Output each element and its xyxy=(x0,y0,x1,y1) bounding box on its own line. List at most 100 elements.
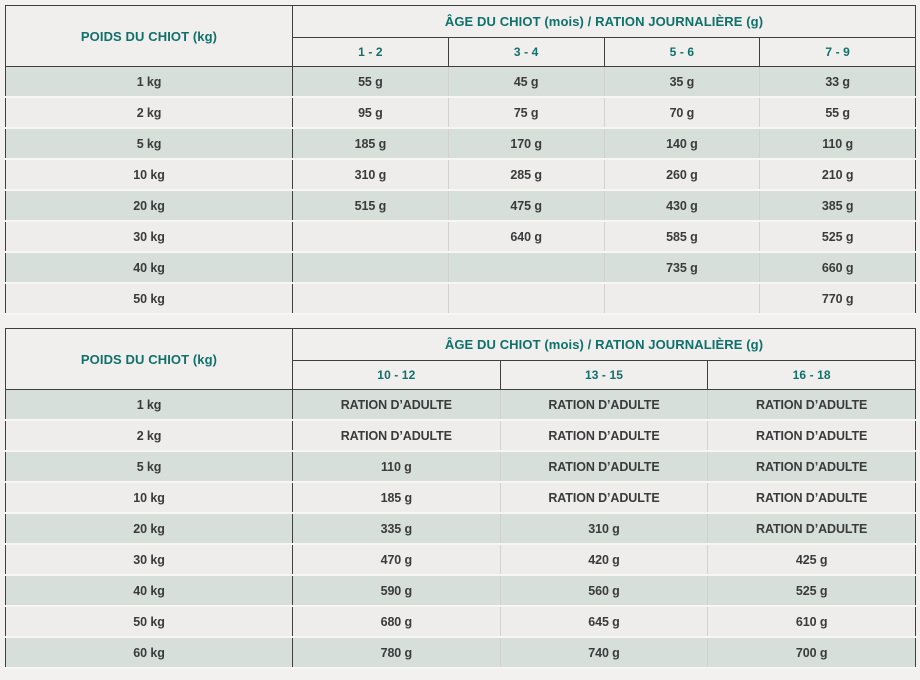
ration-cell: RATION D’ADULTE xyxy=(499,451,708,483)
ration-cell: 70 g xyxy=(603,97,760,129)
weight-column-header: POIDS DU CHIOT (kg) xyxy=(5,328,293,390)
weight-cell: 30 kg xyxy=(5,544,293,576)
ration-cell: 310 g xyxy=(292,159,449,191)
age-range-header: 1 - 2 xyxy=(292,37,449,67)
age-range-header: 7 - 9 xyxy=(759,37,916,67)
ration-tables-container: POIDS DU CHIOT (kg) ÂGE DU CHIOT (mois) /… xyxy=(5,5,916,669)
ration-cell xyxy=(292,252,449,284)
age-ration-header: ÂGE DU CHIOT (mois) / RATION JOURNALIÈRE… xyxy=(292,5,916,38)
ration-cell: RATION D’ADULTE xyxy=(707,513,916,545)
ration-cell: 770 g xyxy=(759,283,916,315)
header-row-main: POIDS DU CHIOT (kg) ÂGE DU CHIOT (mois) /… xyxy=(5,328,916,390)
ration-cell xyxy=(603,283,760,315)
table-row: 20 kg 515 g 475 g 430 g 385 g xyxy=(5,190,916,222)
puppy-ration-table-1: POIDS DU CHIOT (kg) ÂGE DU CHIOT (mois) /… xyxy=(5,5,916,315)
table-row: 2 kg 95 g 75 g 70 g 55 g xyxy=(5,97,916,129)
ration-cell: 700 g xyxy=(707,637,916,669)
ration-cell: 33 g xyxy=(759,66,916,98)
ration-cell: 385 g xyxy=(759,190,916,222)
ration-cell xyxy=(447,283,604,315)
puppy-ration-table-2: POIDS DU CHIOT (kg) ÂGE DU CHIOT (mois) /… xyxy=(5,328,916,669)
table-row: 20 kg 335 g 310 g RATION D’ADULTE xyxy=(5,513,916,545)
ration-cell: RATION D’ADULTE xyxy=(499,389,708,421)
weight-cell: 5 kg xyxy=(5,451,293,483)
age-range-header: 13 - 15 xyxy=(499,360,709,390)
ration-cell: RATION D’ADULTE xyxy=(292,420,501,452)
ration-cell: 110 g xyxy=(292,451,501,483)
weight-cell: 20 kg xyxy=(5,190,293,222)
table-row: 1 kg RATION D’ADULTE RATION D’ADULTE RATION… xyxy=(5,389,916,421)
ration-cell: 185 g xyxy=(292,128,449,160)
table-row: 1 kg 55 g 45 g 35 g 33 g xyxy=(5,66,916,98)
weight-cell: 5 kg xyxy=(5,128,293,160)
weight-cell: 50 kg xyxy=(5,606,293,638)
weight-cell: 40 kg xyxy=(5,575,293,607)
table-row: 50 kg 770 g xyxy=(5,283,916,315)
ration-cell: 335 g xyxy=(292,513,501,545)
ration-cell: RATION D’ADULTE xyxy=(292,389,501,421)
ration-cell: 285 g xyxy=(447,159,604,191)
weight-cell: 10 kg xyxy=(5,159,293,191)
ration-cell: 780 g xyxy=(292,637,501,669)
ration-cell: 260 g xyxy=(603,159,760,191)
ration-cell xyxy=(447,252,604,284)
ration-cell: RATION D’ADULTE xyxy=(707,420,916,452)
ration-cell: 680 g xyxy=(292,606,501,638)
ration-cell: 590 g xyxy=(292,575,501,607)
ration-cell: 660 g xyxy=(759,252,916,284)
weight-cell: 1 kg xyxy=(5,66,293,98)
ration-cell: 140 g xyxy=(603,128,760,160)
ration-cell: 55 g xyxy=(759,97,916,129)
ration-cell: 170 g xyxy=(447,128,604,160)
ration-cell: 610 g xyxy=(707,606,916,638)
table-row: 30 kg 470 g 420 g 425 g xyxy=(5,544,916,576)
age-range-header: 5 - 6 xyxy=(603,37,761,67)
ration-cell: 735 g xyxy=(603,252,760,284)
weight-cell: 1 kg xyxy=(5,389,293,421)
age-range-header: 3 - 4 xyxy=(447,37,605,67)
ration-cell: 210 g xyxy=(759,159,916,191)
header-row-age-ranges: 10 - 12 13 - 15 16 - 18 xyxy=(6,360,916,390)
table-row: 10 kg 185 g RATION D’ADULTE RATION D’ADULTE xyxy=(5,482,916,514)
ration-cell: 525 g xyxy=(707,575,916,607)
table-row: 50 kg 680 g 645 g 610 g xyxy=(5,606,916,638)
table-row: 5 kg 110 g RATION D’ADULTE RATION D’ADULTE xyxy=(5,451,916,483)
table-row: 10 kg 310 g 285 g 260 g 210 g xyxy=(5,159,916,191)
age-ration-header: ÂGE DU CHIOT (mois) / RATION JOURNALIÈRE… xyxy=(292,328,916,361)
table-row: 30 kg 640 g 585 g 525 g xyxy=(5,221,916,253)
ration-cell: 525 g xyxy=(759,221,916,253)
ration-cell: 585 g xyxy=(603,221,760,253)
ration-cell: 185 g xyxy=(292,482,501,514)
age-range-header: 10 - 12 xyxy=(292,360,501,390)
table-row: 40 kg 735 g 660 g xyxy=(5,252,916,284)
ration-cell: 475 g xyxy=(447,190,604,222)
ration-cell: 645 g xyxy=(499,606,708,638)
ration-cell: 640 g xyxy=(447,221,604,253)
weight-cell: 50 kg xyxy=(5,283,293,315)
age-range-header: 16 - 18 xyxy=(707,360,916,390)
ration-cell: 110 g xyxy=(759,128,916,160)
table-row: 2 kg RATION D’ADULTE RATION D’ADULTE RATION… xyxy=(5,420,916,452)
ration-cell: 75 g xyxy=(447,97,604,129)
ration-cell xyxy=(292,283,449,315)
ration-cell: RATION D’ADULTE xyxy=(707,389,916,421)
weight-cell: 2 kg xyxy=(5,420,293,452)
ration-cell: 470 g xyxy=(292,544,501,576)
table-row: 40 kg 590 g 560 g 525 g xyxy=(5,575,916,607)
ration-cell: RATION D’ADULTE xyxy=(499,420,708,452)
ration-cell: 430 g xyxy=(603,190,760,222)
ration-cell: RATION D’ADULTE xyxy=(707,482,916,514)
ration-cell: 45 g xyxy=(447,66,604,98)
ration-cell: RATION D’ADULTE xyxy=(707,451,916,483)
table-row: 60 kg 780 g 740 g 700 g xyxy=(5,637,916,669)
ration-cell: 425 g xyxy=(707,544,916,576)
ration-cell: 420 g xyxy=(499,544,708,576)
ration-cell: 515 g xyxy=(292,190,449,222)
header-row-main: POIDS DU CHIOT (kg) ÂGE DU CHIOT (mois) /… xyxy=(5,5,916,67)
weight-cell: 60 kg xyxy=(5,637,293,669)
table-row: 5 kg 185 g 170 g 140 g 110 g xyxy=(5,128,916,160)
weight-cell: 2 kg xyxy=(5,97,293,129)
ration-cell: 95 g xyxy=(292,97,449,129)
